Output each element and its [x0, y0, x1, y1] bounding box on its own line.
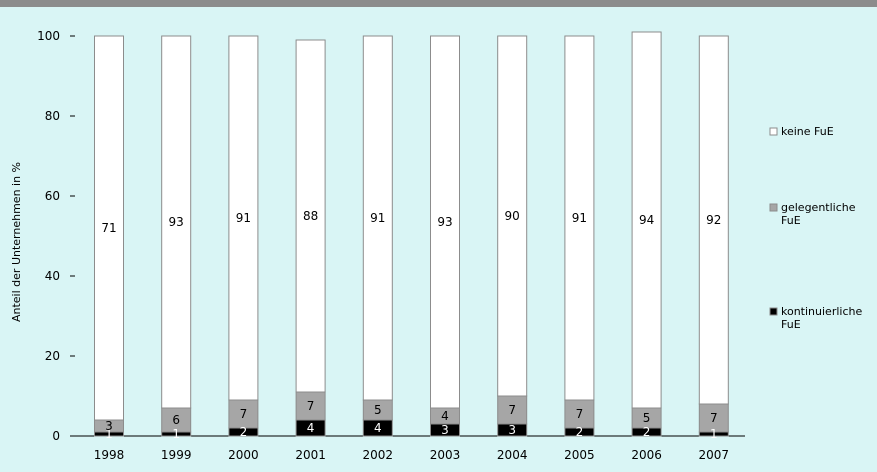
data-label: 3: [105, 419, 113, 433]
data-label: 92: [706, 213, 721, 227]
data-label: 3: [508, 423, 516, 437]
bar-segment: [631, 31, 662, 409]
bars: [94, 31, 729, 437]
bar-segment: [497, 395, 528, 425]
legend-label-line: gelegentliche: [781, 201, 856, 214]
data-label: 3: [441, 423, 449, 437]
x-tick-labels: 1998 1999 2000 2001 2002 2003 2004 2005 2006 2007: [94, 448, 729, 462]
x-tick-label: 2002: [363, 448, 394, 462]
x-tick-label: 1998: [94, 448, 125, 462]
data-label: 4: [374, 421, 382, 435]
data-label: 90: [505, 209, 520, 223]
y-tick-label: 60: [45, 189, 60, 203]
data-label: 88: [303, 209, 318, 223]
x-tick-label: 2001: [295, 448, 326, 462]
legend-label-line: kontinuierliche: [781, 305, 862, 318]
y-tick-label: 80: [45, 109, 60, 123]
data-label: 93: [437, 215, 452, 229]
data-label: 7: [240, 407, 248, 421]
y-tick-label: 100: [37, 29, 60, 43]
y-tick-label: 0: [52, 429, 60, 443]
legend-label-line: FuE: [781, 214, 801, 227]
top-border-strip: [0, 0, 877, 7]
y-tick-label: 40: [45, 269, 60, 283]
bar-segment: [362, 35, 393, 401]
bar-segment: [161, 35, 192, 409]
legend-label: kontinuierliche FuE: [781, 305, 862, 331]
bar-segment: [698, 403, 729, 433]
data-label: 4: [307, 421, 315, 435]
x-tick-label: 2005: [564, 448, 595, 462]
x-tick-label: 2006: [631, 448, 662, 462]
bar-segment: [430, 35, 460, 409]
data-label: 91: [236, 211, 251, 225]
x-tick-label: 2003: [430, 448, 461, 462]
data-label: 4: [441, 409, 449, 423]
y-tick-labels: 0 20 40 60 80 100: [37, 29, 60, 443]
bar-segment: [698, 35, 729, 405]
y-axis-label: Anteil der Unternehmen in %: [10, 162, 23, 322]
bar-segment: [564, 399, 595, 429]
data-label: 2: [576, 425, 584, 439]
bar-segment: [295, 39, 326, 393]
legend-swatch: [769, 203, 778, 212]
data-label: 2: [240, 425, 248, 439]
legend-swatch: [769, 307, 778, 316]
x-tick-label: 2007: [699, 448, 730, 462]
data-label: 7: [307, 399, 315, 413]
data-label: 1: [710, 427, 718, 441]
data-label: 91: [572, 211, 587, 225]
data-label: 6: [172, 413, 180, 427]
bar-segment: [228, 399, 259, 429]
data-label: 71: [101, 221, 116, 235]
data-label: 7: [576, 407, 584, 421]
data-label: 94: [639, 213, 654, 227]
data-label: 1: [172, 427, 180, 441]
bar-segment: [564, 35, 595, 401]
x-tick-label: 2000: [228, 448, 259, 462]
x-tick-label: 2004: [497, 448, 528, 462]
data-label: 5: [643, 411, 651, 425]
legend-label-line: FuE: [781, 318, 801, 331]
bar-segment: [228, 35, 259, 401]
data-label: 93: [169, 215, 184, 229]
data-label: 2: [643, 425, 651, 439]
bar-segment: [94, 35, 124, 421]
data-label: 7: [508, 403, 516, 417]
bar-segment: [497, 35, 528, 397]
legend-label: gelegentliche FuE: [781, 201, 856, 227]
data-label: 7: [710, 411, 718, 425]
y-tick-label: 20: [45, 349, 60, 363]
data-label: 5: [374, 403, 382, 417]
bar-segment: [295, 391, 326, 421]
legend-swatch: [769, 127, 778, 136]
data-label: 1: [105, 427, 113, 441]
legend-label: keine FuE: [781, 125, 834, 138]
legend-label-line: keine FuE: [781, 125, 834, 138]
data-label: 91: [370, 211, 385, 225]
x-tick-label: 1999: [161, 448, 192, 462]
